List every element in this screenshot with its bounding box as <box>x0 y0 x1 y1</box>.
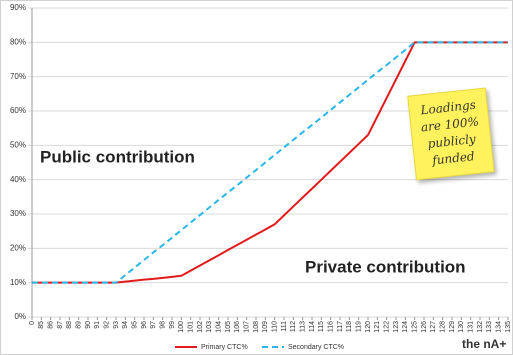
x-tick-label: 120 <box>365 321 372 333</box>
x-tick-label: 107 <box>244 321 251 333</box>
x-tick-label: 94 <box>122 321 129 329</box>
x-tick-label: 114 <box>309 321 316 332</box>
x-tick-label: 112 <box>290 321 297 332</box>
x-tick-label: 115 <box>318 321 325 332</box>
annotation: Private contribution <box>305 257 466 276</box>
x-tick-label: 100 <box>178 321 185 333</box>
x-tick-label: 109 <box>262 321 269 333</box>
x-tick-label: 134 <box>496 321 503 333</box>
note-line: publicly <box>427 132 477 151</box>
grid: 0% 10% 20% 30% 40% 50% 60% 70% 80% 90% 0 85 86 87 88 89… <box>10 3 512 333</box>
x-tick-label: 90 <box>85 321 92 329</box>
x-tick-label: 117 <box>337 321 344 332</box>
x-tick-label: 116 <box>328 321 335 332</box>
x-tick-label: 119 <box>356 321 363 332</box>
x-tick-label: 96 <box>141 321 148 329</box>
y-tick-label: 90% <box>10 3 26 12</box>
x-tick-label: 85 <box>38 321 45 329</box>
x-tick-label: 126 <box>421 321 428 333</box>
y-tick-label: 50% <box>10 140 26 149</box>
x-tick-label: 131 <box>468 321 475 333</box>
x-tick-label: 110 <box>272 321 279 332</box>
x-tick-label: 122 <box>384 321 391 333</box>
x-tick-label: 89 <box>76 321 83 329</box>
x-tick-label: 102 <box>197 321 204 333</box>
x-tick-label: 105 <box>225 321 232 333</box>
legend-label: Primary CTC% <box>201 344 248 351</box>
x-tick-label: 104 <box>216 321 223 333</box>
x-tick-label: 130 <box>458 321 465 333</box>
x-tick-label: 92 <box>104 321 111 329</box>
note-paper <box>407 87 495 181</box>
y-tick-label: 20% <box>10 243 26 252</box>
x-tick-label: 87 <box>57 321 64 329</box>
x-tick-label: 127 <box>430 321 437 333</box>
x-tick-label: 88 <box>66 321 73 329</box>
legend-label: Secondary CTC% <box>288 344 344 351</box>
x-tick-label: 113 <box>300 321 307 332</box>
y-tick-label: 40% <box>10 175 26 184</box>
x-tick-label: 98 <box>160 321 167 329</box>
y-tick-label: 80% <box>10 37 26 46</box>
note-line: funded <box>431 149 476 167</box>
x-tick-label: 133 <box>486 321 493 333</box>
x-tick-label: 111 <box>281 321 288 332</box>
x-tick-label: 128 <box>440 321 447 333</box>
x-tick-label: 125 <box>412 321 419 333</box>
x-tick-label: 93 <box>113 321 120 329</box>
annotation: Public contribution <box>40 147 195 166</box>
x-tick-label: 97 <box>150 321 157 329</box>
x-tick-label: 86 <box>48 321 55 329</box>
x-tick-label: 99 <box>169 321 176 329</box>
x-tick-label: 124 <box>402 321 409 333</box>
x-tick-label: 106 <box>234 321 241 333</box>
x-tick-label: 135 <box>505 321 512 333</box>
x-tick-label: 129 <box>449 321 456 333</box>
series-line <box>32 41 508 284</box>
x-tick-label: 95 <box>132 321 139 329</box>
x-tick-label: 118 <box>346 321 353 332</box>
logo: the nA+ <box>462 337 506 351</box>
y-tick-label: 10% <box>10 278 26 287</box>
y-tick-label: 0% <box>14 312 26 321</box>
x-tick-label: 121 <box>374 321 381 333</box>
y-tick-label: 30% <box>10 209 26 218</box>
x-tick-label: 91 <box>94 321 101 329</box>
note-line: Loadings <box>419 98 477 118</box>
x-tick-label: 0 <box>29 321 36 325</box>
x-tick-label: 108 <box>253 321 260 333</box>
y-tick-label: 60% <box>10 106 26 115</box>
x-tick-label: 101 <box>188 321 195 333</box>
note-line: are 100% <box>420 114 479 134</box>
x-tick-label: 123 <box>393 321 400 333</box>
x-tick-label: 132 <box>477 321 484 333</box>
y-tick-label: 70% <box>10 72 26 81</box>
x-tick-label: 103 <box>206 321 213 333</box>
lines <box>32 41 508 284</box>
